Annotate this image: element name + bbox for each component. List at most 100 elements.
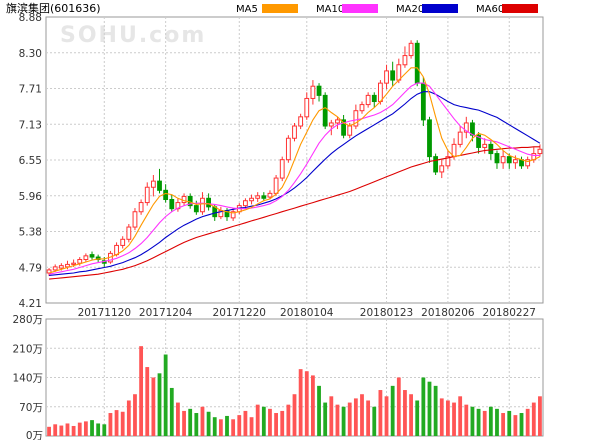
price-y-tick: 7.71: [19, 84, 42, 96]
volume-bar-up: [237, 415, 242, 436]
volume-bar-down: [495, 408, 499, 436]
candle-up: [439, 165, 445, 173]
volume-bar-up: [378, 390, 383, 436]
volume-bar-up: [409, 394, 413, 436]
candle-up: [144, 186, 150, 204]
legend-swatch-ma5: [262, 4, 298, 13]
volume-bar-down: [194, 413, 199, 436]
watermark: SOHU.com: [60, 23, 206, 48]
candle-down: [193, 205, 199, 213]
candlestick-series: [46, 40, 543, 277]
volume-bar-up: [200, 406, 205, 436]
candle-up: [402, 55, 408, 66]
candle-down: [488, 143, 494, 155]
legend-label-ma10: MA10: [316, 4, 344, 15]
volume-bar-down: [476, 408, 481, 436]
chart-title: 旗滨集团(601636): [6, 1, 101, 15]
volume-bar-up: [403, 390, 407, 436]
volume-bar-down: [470, 406, 475, 436]
candle-down: [420, 82, 426, 121]
volume-bar-up: [311, 375, 315, 436]
candle-up: [200, 197, 205, 213]
candle-down: [163, 189, 169, 201]
volume-bar-down: [341, 406, 346, 436]
candle-down: [206, 197, 212, 208]
volume-bar-up: [249, 417, 254, 436]
volume-bar-down: [163, 354, 168, 436]
candle-up: [537, 148, 543, 155]
candle-up: [150, 180, 156, 188]
volume-bar-up: [274, 413, 278, 436]
volume-bar-up: [243, 410, 248, 436]
candle-down: [414, 42, 420, 84]
volume-bar-up: [366, 400, 371, 436]
volume-bars: [47, 346, 542, 436]
volume-bar-up: [464, 404, 469, 436]
candle-up: [396, 64, 402, 81]
candle-up: [310, 85, 316, 99]
volume-y-tick: 210万: [12, 343, 43, 355]
volume-bar-up: [53, 424, 58, 436]
date-x-tick: 20171220: [213, 307, 266, 319]
candle-down: [390, 70, 396, 81]
date-x-axis: 20171120 20171204 20171220 20180104 20180123…: [78, 307, 536, 319]
candle-up: [359, 104, 365, 112]
price-y-tick: 7.13: [19, 119, 42, 131]
volume-bar-up: [304, 371, 309, 436]
candle-up: [255, 195, 261, 199]
volume-bar-up: [329, 396, 334, 436]
candle-up: [408, 42, 414, 57]
candle-down: [476, 134, 481, 148]
legend-swatch-ma20: [422, 4, 458, 13]
candle-up: [83, 255, 89, 261]
volume-bar-up: [120, 411, 125, 436]
volume-bar-up: [77, 422, 82, 436]
price-y-tick: 8.30: [19, 48, 42, 60]
candle-up: [126, 226, 132, 240]
candle-up: [292, 125, 297, 139]
volume-bar-down: [488, 406, 493, 436]
volume-bar-down: [390, 385, 395, 436]
candle-down: [433, 156, 439, 173]
volume-bar-up: [396, 377, 401, 436]
volume-y-tick: 140万: [12, 373, 43, 385]
legend-label-ma5: MA5: [236, 4, 258, 15]
candle-up: [273, 177, 279, 194]
candle-up: [328, 122, 334, 127]
candle-up: [120, 238, 126, 246]
volume-bar-down: [157, 373, 162, 436]
candle-up: [482, 143, 488, 148]
volume-bar-down: [96, 423, 101, 436]
price-y-tick: 8.88: [19, 12, 42, 24]
volume-bar-down: [433, 385, 438, 436]
legend-label-ma20: MA20: [396, 4, 424, 15]
candle-down: [341, 119, 346, 136]
date-x-tick: 20171204: [139, 307, 193, 319]
volume-bar-up: [126, 400, 131, 436]
candle-up: [463, 122, 469, 133]
candle-up: [285, 137, 291, 161]
candle-up: [46, 269, 52, 274]
volume-bar-up: [335, 404, 340, 436]
volume-bar-up: [151, 377, 156, 436]
volume-bar-up: [452, 402, 456, 436]
price-y-tick: 5.38: [19, 227, 42, 239]
volume-bar-up: [531, 402, 536, 436]
volume-bar-down: [225, 415, 229, 436]
candle-down: [316, 85, 322, 96]
price-y-tick: 4.21: [19, 298, 42, 310]
candle-down: [371, 94, 377, 103]
candle-up: [377, 82, 383, 103]
candle-down: [95, 256, 101, 261]
candle-up: [71, 262, 77, 265]
volume-bar-up: [114, 410, 119, 436]
price-y-tick: 5.96: [19, 191, 43, 203]
candle-down: [506, 156, 512, 164]
price-y-tick: 4.79: [19, 262, 42, 274]
volume-bar-up: [458, 396, 463, 436]
volume-bar-up: [218, 419, 223, 436]
candle-up: [365, 94, 371, 106]
ma5-line: [48, 67, 541, 274]
volume-bar-down: [415, 400, 420, 436]
volume-bar-down: [212, 417, 217, 436]
